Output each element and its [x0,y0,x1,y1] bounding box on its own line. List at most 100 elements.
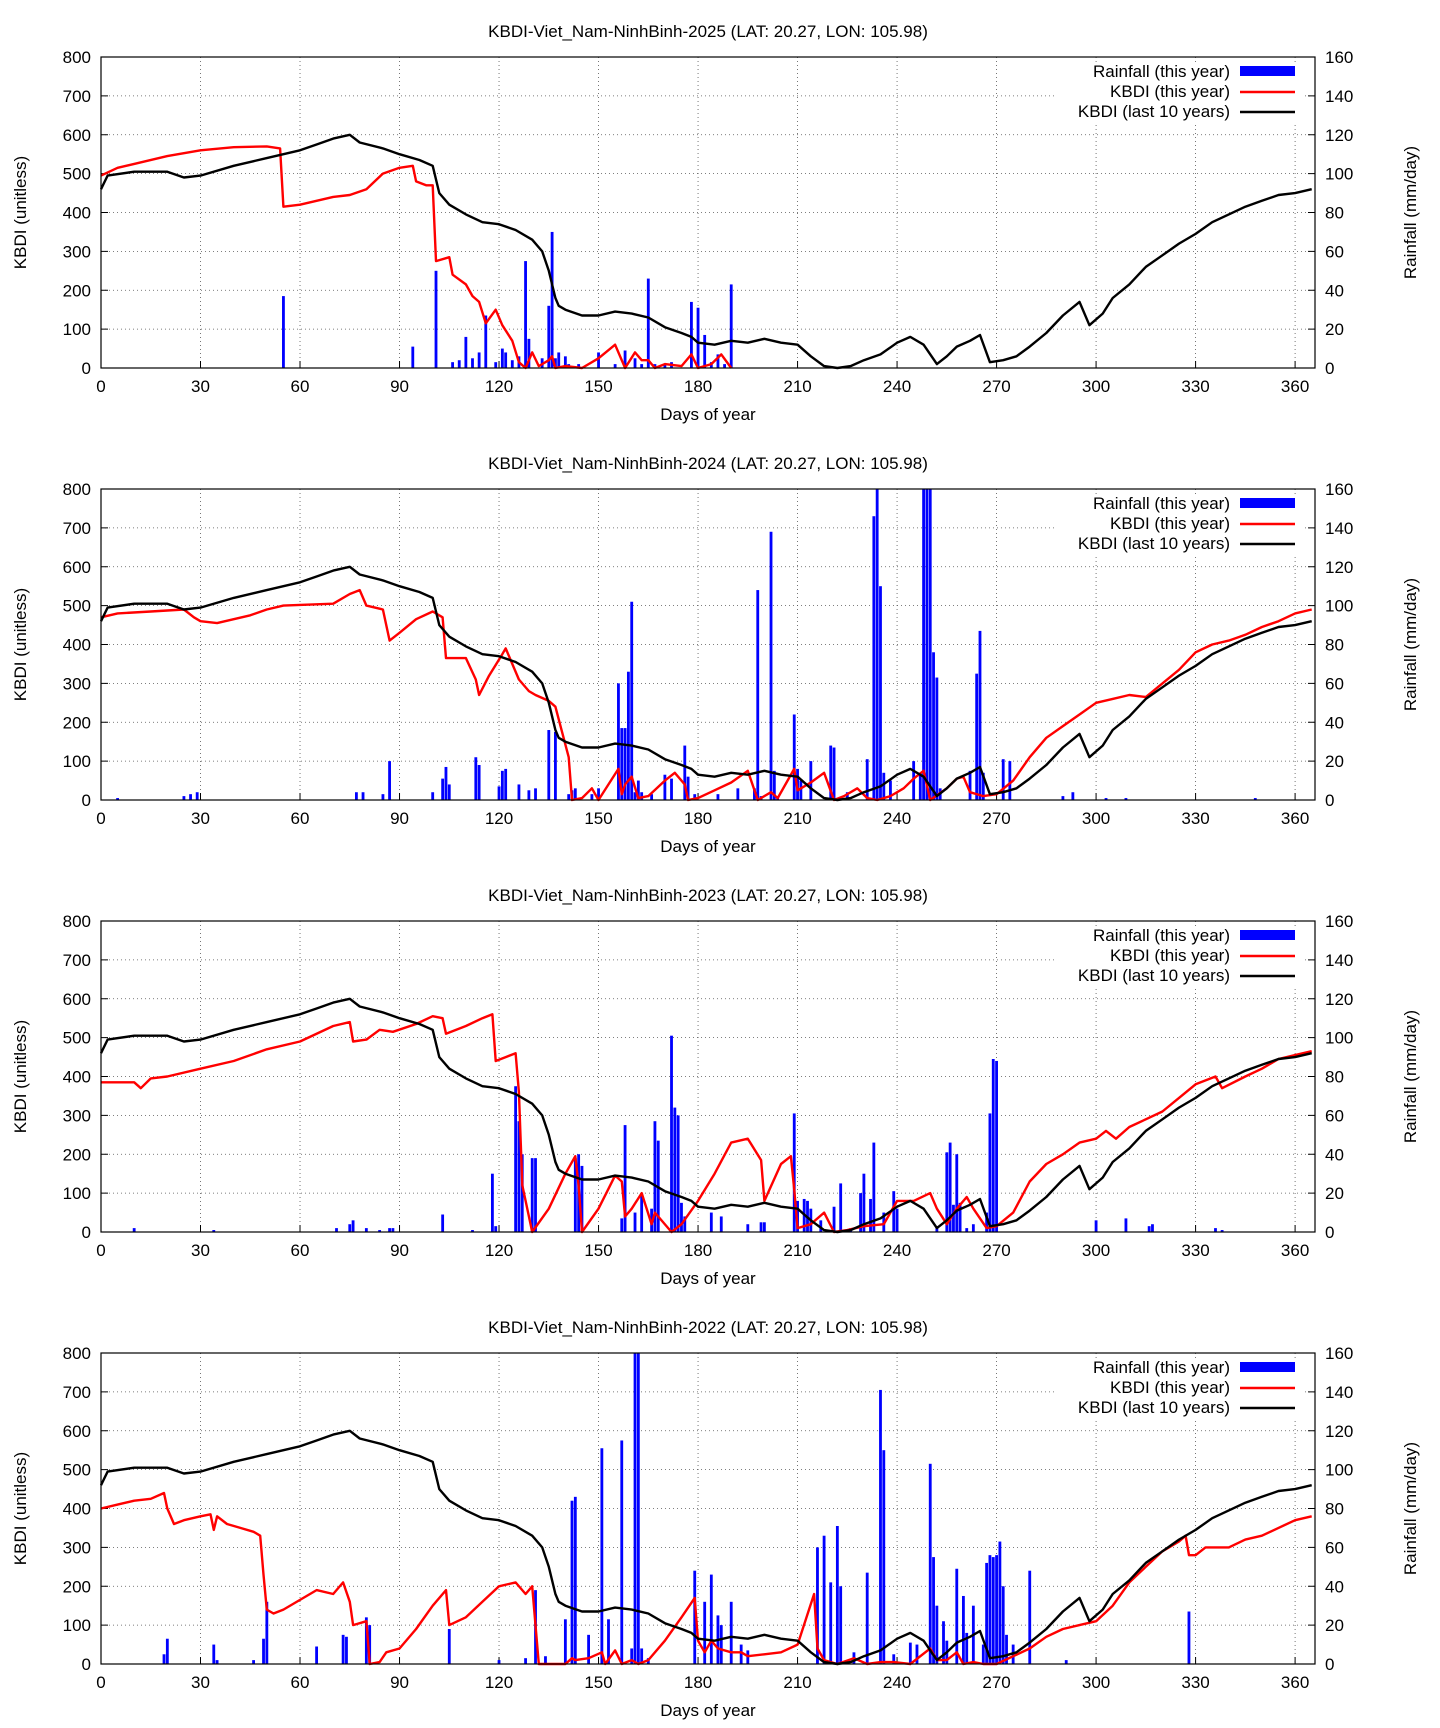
rainfall-bar [600,1448,604,1664]
rainfall-bar [607,1619,610,1664]
legend: Rainfall (this year)KBDI (this year)KBDI… [1055,494,1305,554]
rainfall-bar [985,1212,989,1232]
legend-label: KBDI (last 10 years) [1078,966,1230,985]
rainfall-bar [693,1570,697,1664]
rainfall-bar [716,354,720,368]
rainfall-bar [932,1557,935,1664]
rainfall-bar [680,1202,683,1232]
rainfall-bar [759,1222,763,1232]
x-tick-label: 180 [684,809,712,828]
rainfall-bar [573,1496,577,1664]
rainfall-bar [809,761,813,800]
x-tick-label: 30 [191,377,210,396]
rainfall-bar [835,1525,839,1664]
rainfall-bar [195,792,199,800]
rainfall-bar [882,1450,886,1664]
y2-tick-label: 0 [1325,359,1334,378]
rainfall-bar [434,270,438,368]
rainfall-bar [345,1636,348,1664]
rainfall-bar [633,792,637,800]
rainfall-bar [968,770,972,800]
rainfall-bar [580,1165,584,1232]
rainfall-bar [534,788,537,800]
y-tick-label: 200 [63,1577,91,1596]
x-tick-label: 60 [291,1673,310,1692]
rainfall-bar [640,364,644,368]
y2-tick-label: 20 [1325,320,1344,339]
legend-label: KBDI (this year) [1110,946,1230,965]
y-tick-label: 400 [63,636,91,655]
kbdi-last-10-years-line [99,565,1312,802]
chart-title: KBDI-Viet_Nam-NinhBinh-2022 (LAT: 20.27,… [488,1318,928,1337]
rainfall-bar [839,1183,843,1232]
rainfall-bar [845,792,849,800]
rainfall-bar [719,1216,723,1232]
rainfall-bar [381,794,385,800]
rainfall-bar [988,1113,992,1232]
rainfall-bar [471,358,474,368]
x-tick-label: 360 [1281,377,1309,396]
rainfall-bar [563,356,567,368]
legend-bg [1055,1378,1305,1398]
rainfall-bar [457,360,461,368]
rainfall-bar [282,296,285,368]
x-tick-label: 30 [191,1241,210,1260]
rainfall-bar [762,1222,766,1232]
rainfall-bar [772,770,776,800]
rainfall-bar [335,1228,338,1232]
rainfall-bar [935,677,939,800]
kbdi-this-year-line [101,1013,1312,1234]
x-tick-label: 0 [96,377,105,396]
rainfall-bar [865,759,869,800]
rainfall-bar [620,1440,624,1664]
rainfall-bar [262,1638,265,1664]
x-tick-label: 210 [783,377,811,396]
rainfall-bar [590,794,594,800]
rainfall-bar [640,1193,644,1232]
rainfall-bar [500,348,504,368]
rainfall-bar [520,1154,524,1232]
x-tick-label: 360 [1281,1241,1309,1260]
rainfall-bar [524,1658,527,1664]
plot-frame [100,56,1316,369]
rainfall-bar [447,784,451,800]
chart-title: KBDI-Viet_Nam-NinhBinh-2024 (LAT: 20.27,… [488,454,928,473]
rainfall-bar [995,1555,998,1664]
kbdi-this-year-line [100,588,1312,802]
rainfall-bar [756,590,760,800]
rainfall-bar [471,1230,474,1232]
rainfall-bar [663,774,667,800]
y2-tick-label: 40 [1325,1145,1344,1164]
y-tick-label: 100 [63,320,91,339]
rainfall-bar [965,1632,969,1664]
x-axis-label: Days of year [660,837,756,856]
x-tick-label: 210 [783,1673,811,1692]
x-tick-label: 270 [982,377,1010,396]
y-tick-label: 0 [82,1655,91,1674]
rainfall-bar [623,1125,627,1232]
y-tick-label: 300 [63,674,91,693]
rainfall-bar [739,1644,743,1664]
rainfall-bar [613,364,617,368]
rainfall-bar [630,1648,634,1664]
rainfall-bar [729,284,733,368]
rainfall-bar [623,728,627,800]
rainfall-bar [212,1644,216,1664]
rainfall-bar [912,761,916,800]
x-tick-label: 120 [485,377,513,396]
rainfall-bar [633,1353,637,1664]
x-tick-label: 0 [96,809,105,828]
rainfall-bar [497,1660,501,1664]
rainfall-bar [683,745,687,800]
rainfall-bar [832,1206,836,1232]
y2-axis-label: Rainfall (mm/day) [1401,1010,1420,1143]
x-axis-label: Days of year [660,1269,756,1288]
rainfall-bar [494,362,498,368]
y2-tick-label: 120 [1325,1422,1353,1441]
rainfall-bar [753,788,756,800]
rainfall-bar [872,1142,876,1232]
rainfall-bar [484,315,488,368]
rainfall-bar [557,352,561,368]
rainfall-bar [252,1660,255,1664]
